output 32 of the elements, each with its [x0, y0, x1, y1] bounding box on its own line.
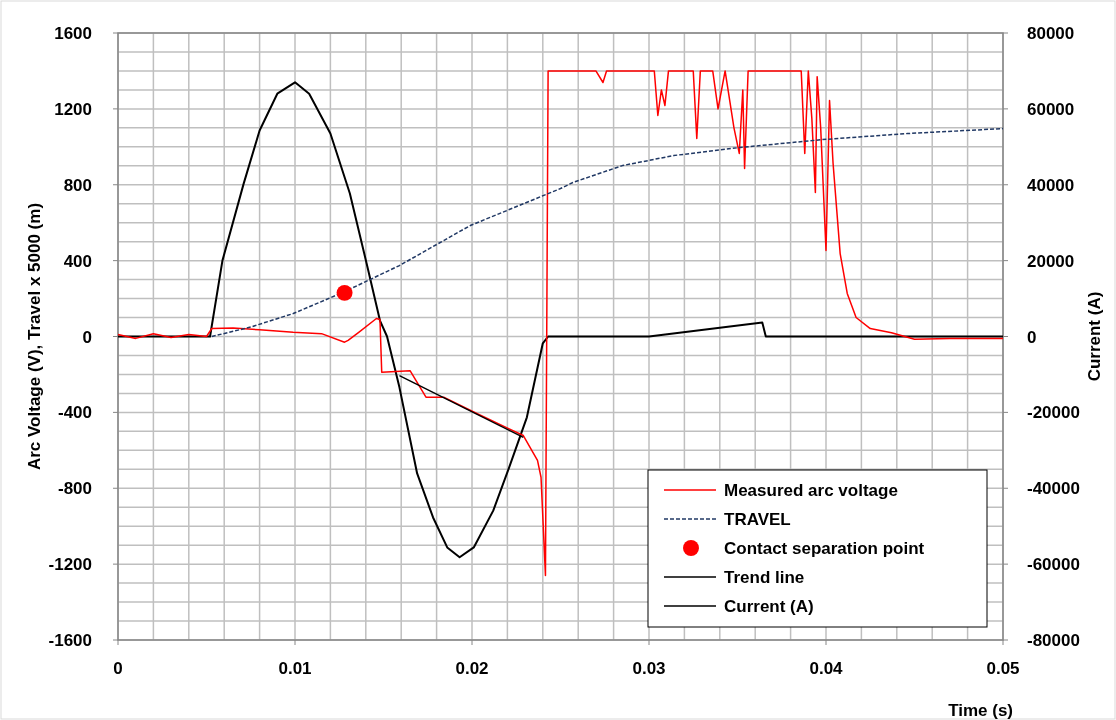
y2-tick-label: -60000	[1027, 555, 1080, 575]
legend-label: Measured arc voltage	[724, 481, 898, 500]
y-tick-label: 1600	[54, 24, 92, 43]
y-tick-label: 800	[63, 175, 92, 195]
y-tick-label: -800	[57, 479, 92, 499]
y2-tick-label: 20000	[1027, 251, 1075, 271]
y-tick-label: 1200	[54, 99, 92, 119]
legend-label: Current (A)	[724, 597, 814, 616]
y-tick-label: -400	[57, 403, 92, 423]
y2-tick-label: -40000	[1027, 479, 1080, 499]
x-tick-label: 0.04	[809, 659, 844, 678]
y2-tick-label: 40000	[1027, 175, 1075, 195]
x-tick-label: 0	[113, 659, 123, 678]
y-axis-title: Arc Voltage (V), Travel x 5000 (m)	[25, 202, 44, 471]
y2-tick-label: -20000	[1027, 403, 1080, 423]
x-tick-label: 0.05	[986, 659, 1020, 678]
y2-axis-title: Current (A)	[1085, 291, 1104, 382]
legend-label: Contact separation point	[724, 539, 925, 558]
y2-tick-label: 0	[1027, 327, 1037, 347]
x-tick-label: 0.03	[632, 659, 666, 678]
y-tick-label: -1200	[48, 555, 92, 575]
y-tick-label: 0	[82, 327, 92, 347]
x-tick-label: 0.02	[455, 659, 489, 678]
legend-label: TRAVEL	[724, 510, 791, 529]
y-tick-label: -1600	[48, 631, 92, 650]
y2-tick-label: 60000	[1027, 99, 1075, 119]
y-tick-label: 400	[63, 251, 92, 271]
x-tick-label: 0.01	[278, 659, 312, 678]
legend-label: Trend line	[724, 568, 805, 587]
x-axis-title: Time (s)	[948, 701, 1013, 720]
y2-tick-label: -80000	[1027, 631, 1080, 650]
y2-tick-label: 80000	[1027, 24, 1075, 43]
